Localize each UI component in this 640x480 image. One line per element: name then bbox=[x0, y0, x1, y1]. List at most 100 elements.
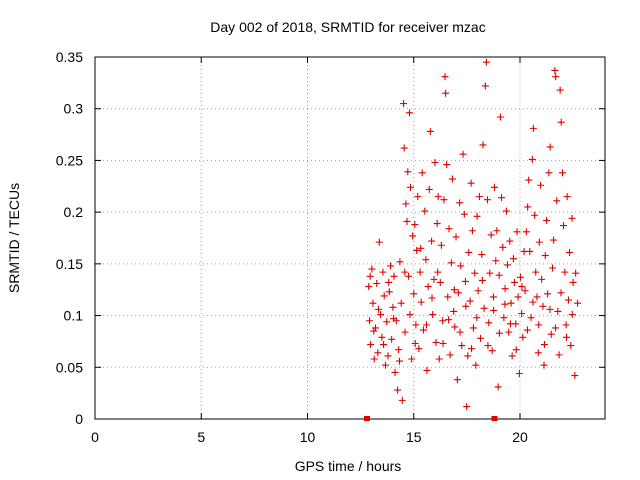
data-point bbox=[400, 144, 408, 152]
data-point bbox=[495, 271, 503, 279]
data-point bbox=[519, 333, 527, 341]
data-point bbox=[436, 278, 444, 286]
data-point bbox=[460, 210, 468, 218]
data-point bbox=[487, 231, 495, 239]
plot-frame bbox=[94, 56, 606, 420]
data-point bbox=[435, 355, 443, 363]
data-point bbox=[528, 155, 536, 163]
data-point bbox=[422, 256, 430, 264]
data-point bbox=[503, 261, 511, 269]
data-point bbox=[414, 193, 422, 201]
data-point bbox=[529, 298, 537, 306]
data-points bbox=[364, 58, 582, 421]
data-point bbox=[484, 342, 492, 350]
data-point bbox=[428, 294, 436, 302]
data-point bbox=[400, 100, 408, 108]
data-point bbox=[366, 317, 374, 325]
data-point bbox=[431, 158, 439, 166]
data-point bbox=[546, 143, 554, 151]
data-point bbox=[396, 258, 404, 266]
data-point bbox=[437, 241, 445, 249]
y-tick-label: 0.15 bbox=[56, 256, 83, 272]
data-point bbox=[456, 199, 464, 207]
data-point bbox=[383, 318, 391, 326]
data-point bbox=[434, 193, 442, 201]
data-point bbox=[429, 311, 437, 319]
data-point bbox=[500, 314, 508, 322]
data-point bbox=[529, 124, 537, 132]
data-point bbox=[385, 288, 393, 296]
data-point bbox=[411, 339, 419, 347]
data-point bbox=[433, 220, 441, 228]
data-point bbox=[458, 342, 466, 350]
data-point bbox=[446, 351, 454, 359]
data-point bbox=[434, 268, 442, 276]
data-point bbox=[472, 361, 480, 369]
data-point bbox=[515, 369, 523, 377]
data-point bbox=[461, 277, 469, 285]
data-point bbox=[513, 228, 521, 236]
data-point bbox=[571, 372, 579, 380]
data-point bbox=[561, 268, 569, 276]
x-range-marker bbox=[364, 416, 370, 421]
data-point bbox=[476, 334, 484, 342]
data-point bbox=[466, 297, 474, 305]
data-point bbox=[568, 214, 576, 222]
data-point bbox=[486, 269, 494, 277]
data-point bbox=[401, 328, 409, 336]
data-point bbox=[538, 275, 546, 283]
data-point bbox=[488, 347, 496, 355]
data-point bbox=[445, 316, 453, 324]
data-point bbox=[370, 355, 378, 363]
data-point bbox=[522, 228, 530, 236]
y-tick-label: 0.1 bbox=[64, 308, 84, 324]
data-point bbox=[420, 326, 428, 334]
data-point bbox=[509, 255, 517, 263]
data-point bbox=[563, 193, 571, 201]
data-point bbox=[409, 232, 417, 240]
data-point bbox=[380, 292, 388, 300]
data-point bbox=[452, 233, 460, 241]
data-point bbox=[543, 216, 551, 224]
data-point bbox=[480, 304, 488, 312]
data-point bbox=[560, 222, 568, 230]
data-point bbox=[441, 73, 449, 81]
data-point bbox=[405, 272, 413, 280]
data-point bbox=[492, 257, 500, 265]
data-point bbox=[426, 127, 434, 135]
data-point bbox=[453, 376, 461, 384]
data-point bbox=[381, 361, 389, 369]
data-point bbox=[439, 317, 447, 325]
data-point bbox=[380, 341, 388, 349]
data-point bbox=[468, 227, 476, 235]
y-axis-label: SRMTID / TECUs bbox=[6, 183, 22, 293]
data-point bbox=[390, 272, 398, 280]
data-point bbox=[423, 366, 431, 374]
data-point bbox=[450, 307, 458, 315]
data-point bbox=[406, 109, 413, 117]
data-point bbox=[430, 275, 438, 283]
data-point bbox=[412, 321, 420, 329]
axes: 0 5 10 15 20 0 0.05 0.1 0.15 0.2 0.25 0.3 0.35 bbox=[56, 49, 606, 445]
data-point bbox=[532, 268, 540, 276]
data-point bbox=[369, 299, 377, 307]
data-point bbox=[551, 66, 559, 74]
data-point bbox=[525, 176, 533, 184]
data-point bbox=[415, 345, 423, 353]
data-point bbox=[535, 321, 543, 329]
data-point bbox=[448, 175, 456, 183]
data-point bbox=[467, 179, 475, 187]
data-point bbox=[367, 341, 375, 349]
data-point bbox=[569, 278, 577, 286]
data-point bbox=[493, 227, 501, 235]
data-point bbox=[365, 283, 373, 291]
data-point bbox=[526, 247, 534, 255]
x-tick-label: 5 bbox=[197, 429, 205, 445]
data-point bbox=[549, 264, 557, 272]
data-point bbox=[374, 349, 382, 357]
data-point bbox=[550, 236, 558, 244]
data-point bbox=[402, 200, 410, 208]
data-point bbox=[478, 251, 486, 259]
data-point bbox=[456, 328, 464, 336]
data-point bbox=[408, 355, 416, 363]
